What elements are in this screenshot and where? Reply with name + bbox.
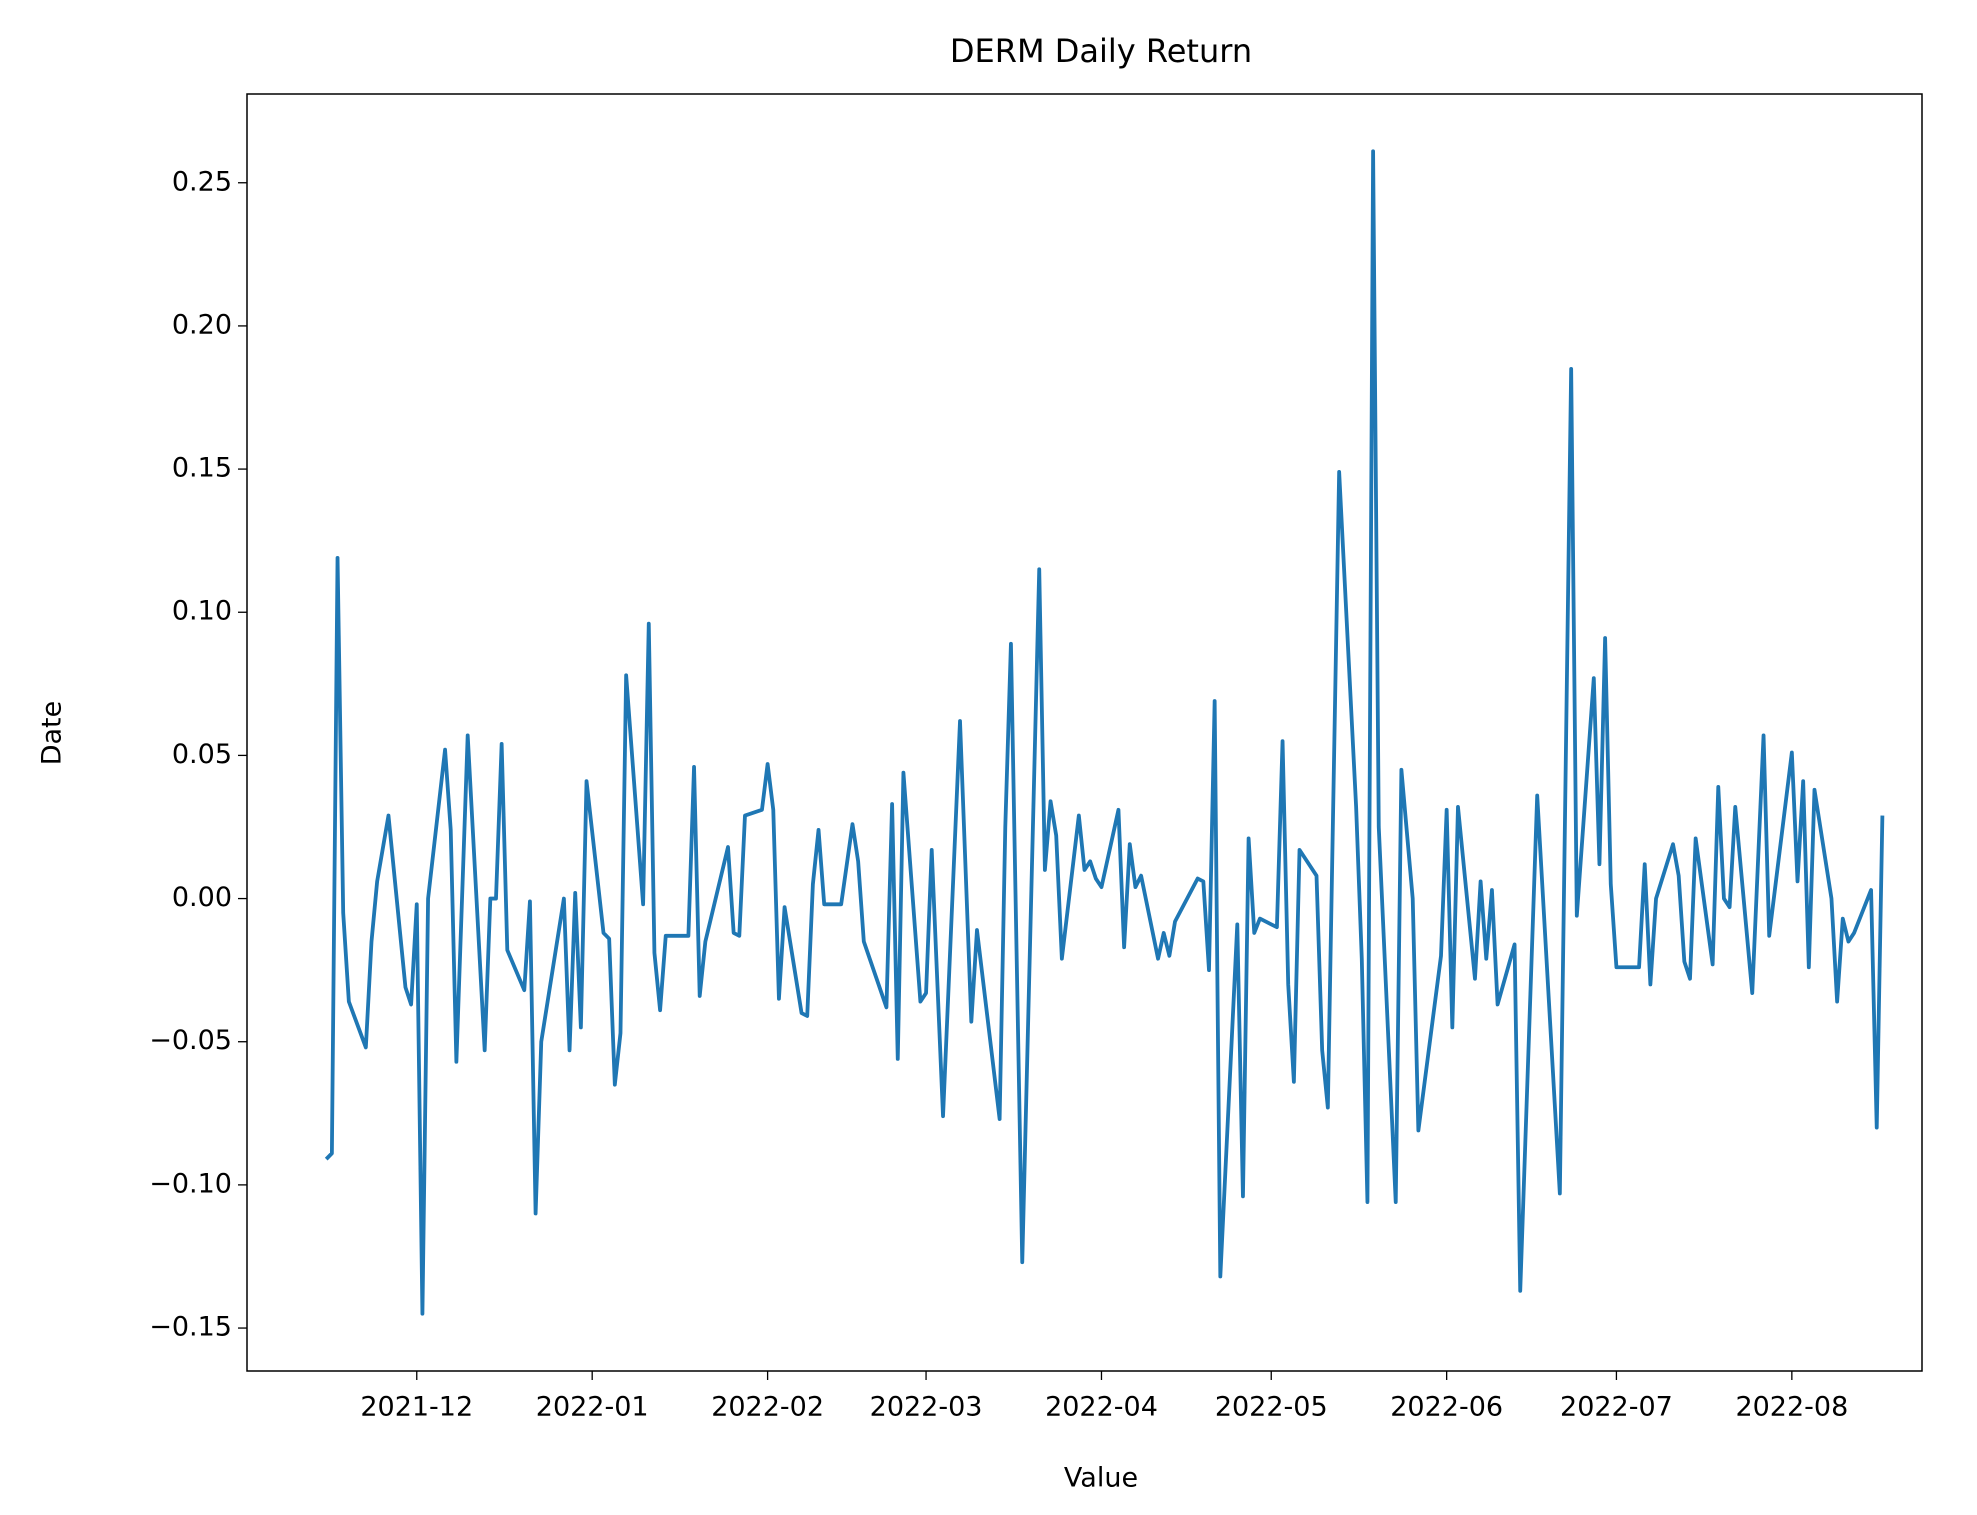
y-axis-label: Date — [37, 701, 68, 766]
x-tick-label: 2022-06 — [1390, 1392, 1503, 1423]
x-tick-label: 2022-03 — [870, 1392, 983, 1423]
x-tick-label: 2022-08 — [1735, 1392, 1848, 1423]
y-tick-label: 0.10 — [172, 596, 232, 627]
y-tick-label: 0.00 — [172, 882, 232, 913]
x-tick-label: 2021-12 — [360, 1392, 473, 1423]
y-tick-label: −0.05 — [149, 1025, 232, 1056]
y-tick-label: 0.05 — [172, 739, 232, 770]
x-tick-label: 2022-07 — [1560, 1392, 1673, 1423]
data-line — [324, 149, 1885, 1316]
x-tick-label: 2022-05 — [1215, 1392, 1328, 1423]
y-tick-label: −0.10 — [149, 1168, 232, 1199]
x-axis-label: Value — [1064, 1463, 1138, 1494]
y-tick-label: −0.15 — [149, 1312, 232, 1343]
x-tick-label: 2022-04 — [1045, 1392, 1158, 1423]
x-tick-label: 2022-01 — [536, 1392, 649, 1423]
y-tick-label: 0.25 — [172, 166, 232, 197]
y-tick-label: 0.15 — [172, 453, 232, 484]
x-tick-label: 2022-02 — [711, 1392, 824, 1423]
plot-frame — [246, 93, 1923, 1372]
y-tick-label: 0.20 — [172, 309, 232, 340]
chart-title: DERM Daily Return — [950, 32, 1252, 70]
